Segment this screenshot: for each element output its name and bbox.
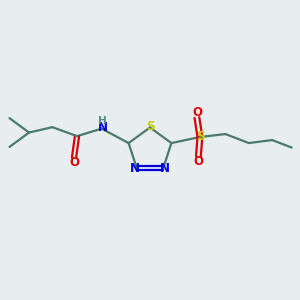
Text: N: N bbox=[130, 162, 140, 175]
Text: O: O bbox=[69, 156, 79, 169]
Text: N: N bbox=[98, 121, 107, 134]
Text: O: O bbox=[192, 106, 202, 119]
Text: S: S bbox=[146, 119, 154, 133]
Text: H: H bbox=[98, 116, 107, 126]
Text: S: S bbox=[196, 130, 204, 142]
Text: O: O bbox=[194, 155, 203, 168]
Text: N: N bbox=[160, 162, 170, 175]
